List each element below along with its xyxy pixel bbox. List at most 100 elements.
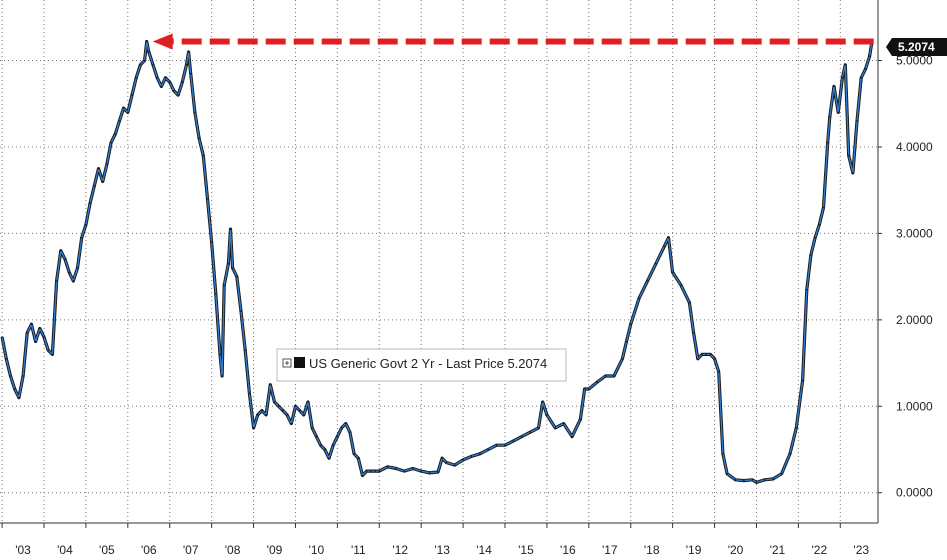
data-point bbox=[89, 202, 91, 204]
data-point bbox=[118, 120, 121, 122]
data-point bbox=[127, 111, 129, 114]
data-point bbox=[663, 245, 666, 248]
data-point bbox=[26, 332, 29, 334]
data-point bbox=[206, 198, 209, 200]
data-point bbox=[282, 409, 284, 412]
data-point bbox=[30, 323, 33, 326]
data-point bbox=[755, 481, 758, 484]
series-line-blue bbox=[1, 40, 873, 484]
data-point bbox=[198, 137, 200, 140]
data-point bbox=[269, 383, 272, 386]
data-point bbox=[671, 271, 674, 274]
data-point bbox=[194, 111, 196, 114]
data-point bbox=[303, 414, 305, 416]
data-point bbox=[680, 284, 682, 287]
data-point bbox=[806, 288, 808, 291]
data-point bbox=[114, 133, 117, 135]
data-point bbox=[68, 271, 70, 274]
data-point bbox=[713, 358, 716, 360]
data-point bbox=[361, 474, 364, 477]
last-price-tag: 5.2074 bbox=[886, 38, 947, 56]
data-point bbox=[160, 85, 163, 88]
data-point bbox=[315, 435, 318, 438]
data-point bbox=[852, 172, 854, 174]
x-tick-label: '21 bbox=[770, 543, 786, 557]
data-point bbox=[441, 457, 443, 460]
x-tick-label: '14 bbox=[476, 543, 492, 557]
data-point bbox=[625, 340, 628, 343]
data-point bbox=[13, 388, 16, 390]
data-point bbox=[495, 444, 498, 447]
data-point bbox=[202, 154, 205, 157]
data-point bbox=[462, 459, 464, 461]
data-point bbox=[789, 453, 791, 455]
data-point bbox=[814, 236, 816, 239]
legend: US Generic Govt 2 Yr - Last Price 5.2074 bbox=[276, 348, 567, 382]
legend-label: US Generic Govt 2 Yr - Last Price 5.2074 bbox=[309, 356, 547, 371]
data-point bbox=[93, 185, 96, 187]
data-point bbox=[256, 414, 259, 416]
legend-toggle-icon[interactable] bbox=[282, 358, 292, 368]
data-point bbox=[168, 81, 171, 83]
data-point bbox=[265, 414, 267, 416]
data-point bbox=[743, 479, 745, 482]
data-point bbox=[837, 111, 839, 114]
data-point bbox=[860, 77, 862, 79]
data-point bbox=[646, 280, 649, 282]
legend-swatch-icon bbox=[294, 357, 305, 368]
data-point bbox=[340, 427, 343, 429]
data-point bbox=[219, 353, 221, 356]
data-point bbox=[841, 77, 844, 79]
x-tick-label: '20 bbox=[728, 543, 744, 557]
data-point bbox=[60, 249, 62, 252]
data-point bbox=[365, 470, 368, 472]
data-point bbox=[470, 455, 473, 458]
x-tick-label: '16 bbox=[560, 543, 576, 557]
data-point bbox=[156, 77, 158, 79]
data-point bbox=[772, 478, 774, 480]
grid bbox=[0, 0, 878, 523]
data-point bbox=[148, 51, 150, 53]
y-tick-label: 0.0000 bbox=[896, 486, 933, 500]
data-point bbox=[76, 267, 79, 269]
data-point bbox=[236, 275, 238, 278]
data-point bbox=[512, 440, 515, 442]
axes: 0.0000 1.0000 2.0000 3.0000 4.0000 5.0000 '03 '… bbox=[0, 0, 933, 557]
data-point bbox=[215, 293, 217, 295]
data-point bbox=[229, 228, 232, 230]
data-point bbox=[833, 85, 835, 88]
data-point bbox=[240, 310, 242, 313]
data-point bbox=[818, 224, 821, 226]
data-point bbox=[734, 479, 737, 481]
data-point bbox=[336, 435, 339, 438]
data-point bbox=[43, 336, 45, 338]
data-point bbox=[504, 444, 506, 447]
data-point bbox=[479, 453, 481, 455]
data-point bbox=[152, 64, 154, 66]
data-point bbox=[621, 358, 624, 360]
data-point bbox=[227, 262, 230, 265]
x-tick-label: '06 bbox=[141, 543, 157, 557]
data-point bbox=[290, 422, 293, 425]
x-tick-label: '11 bbox=[351, 543, 366, 557]
data-point bbox=[349, 431, 351, 434]
data-point bbox=[697, 358, 699, 360]
data-point bbox=[829, 115, 831, 118]
x-tick-label: '15 bbox=[518, 543, 534, 557]
data-point bbox=[826, 141, 829, 144]
x-tick-label: '18 bbox=[644, 543, 660, 557]
series-line-dark bbox=[0, 39, 874, 484]
data-point bbox=[72, 280, 75, 282]
data-point bbox=[596, 381, 598, 383]
y-tick-label: 2.0000 bbox=[896, 313, 933, 327]
data-point bbox=[164, 77, 167, 79]
data-point bbox=[277, 405, 280, 408]
data-point bbox=[319, 444, 322, 447]
x-tick-label: '12 bbox=[392, 543, 408, 557]
data-point bbox=[579, 418, 582, 421]
data-point bbox=[795, 427, 798, 429]
data-point bbox=[307, 401, 309, 403]
data-point bbox=[780, 472, 783, 475]
data-point bbox=[537, 427, 540, 429]
